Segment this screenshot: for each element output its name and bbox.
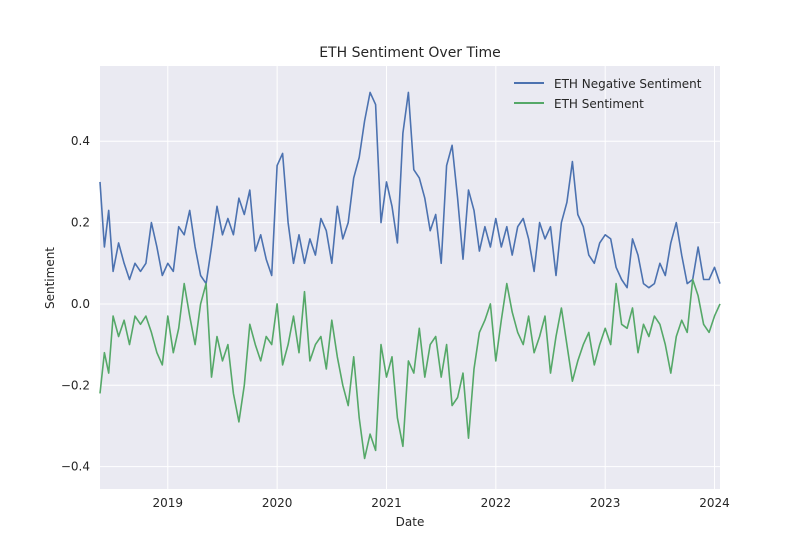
x-axis-label: Date	[396, 515, 425, 529]
y-axis-label: Sentiment	[43, 247, 57, 309]
y-tick-label: 0.0	[71, 297, 90, 311]
series-line-negative-sentiment	[99, 91, 721, 289]
x-tick-label: 2023	[590, 496, 621, 510]
x-tick-label: 2020	[262, 496, 293, 510]
series-line-sentiment	[99, 278, 721, 460]
x-tick-label: 2024	[699, 496, 730, 510]
legend-label-sentiment: ETH Sentiment	[554, 97, 644, 111]
grid	[100, 66, 720, 489]
y-tick-label: −0.2	[61, 378, 90, 392]
x-tick-label: 2022	[481, 496, 512, 510]
y-axis-ticks: −0.4 −0.2 0.0 0.2 0.4	[61, 134, 90, 473]
x-axis-ticks: 2019 2020 2021 2022 2023 2024	[153, 496, 730, 510]
legend: ETH Negative Sentiment ETH Sentiment	[514, 77, 702, 111]
x-tick-label: 2019	[153, 496, 184, 510]
x-tick-label: 2021	[371, 496, 402, 510]
y-tick-label: −0.4	[61, 460, 90, 474]
chart-title: ETH Sentiment Over Time	[319, 45, 501, 61]
y-tick-label: 0.2	[71, 216, 90, 230]
plot-area	[100, 66, 720, 489]
y-tick-label: 0.4	[71, 134, 90, 148]
legend-label-negative-sentiment: ETH Negative Sentiment	[554, 77, 702, 91]
series-layer	[99, 91, 721, 460]
